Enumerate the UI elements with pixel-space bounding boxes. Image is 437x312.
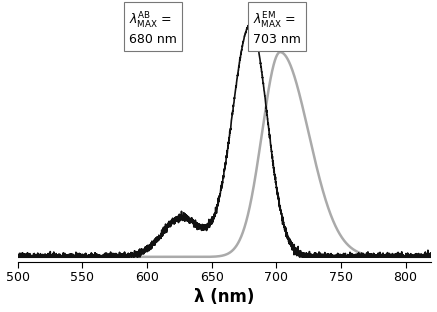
X-axis label: λ (nm): λ (nm) xyxy=(194,289,255,306)
Text: $\lambda_{\rm MAX}^{\rm AB}$ =
680 nm: $\lambda_{\rm MAX}^{\rm AB}$ = 680 nm xyxy=(129,11,177,46)
Text: $\lambda_{\rm MAX}^{\rm EM}$ =
703 nm: $\lambda_{\rm MAX}^{\rm EM}$ = 703 nm xyxy=(253,11,302,46)
